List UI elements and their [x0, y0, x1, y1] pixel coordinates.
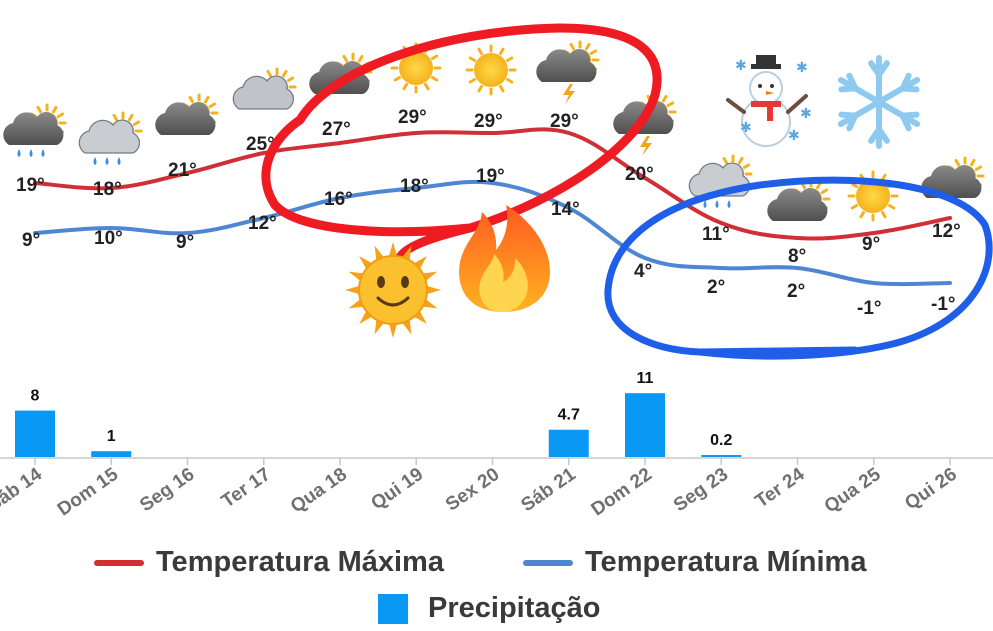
max-temperature-line	[33, 127, 952, 241]
legend-precip-swatch	[378, 593, 408, 624]
precipitation-value-label: 1	[107, 428, 116, 445]
precipitation-value-label: 11	[637, 370, 654, 387]
legend-precip-label: Precipitação	[428, 592, 601, 624]
red-circle-hot-days	[261, 23, 662, 267]
max-temp-label: 9°	[862, 234, 880, 255]
partly-cloudy-icon	[767, 179, 831, 221]
legend-precipitation: Precipitação	[378, 592, 600, 625]
rain-cloud-icon	[3, 103, 67, 157]
x-tick-label: Dom 22	[588, 464, 656, 521]
rain-cloud-icon	[78, 111, 143, 165]
max-temp-label: 21°	[168, 160, 197, 181]
blue-circle-cold-days	[604, 176, 993, 360]
cloud-icon	[155, 93, 219, 135]
max-temp-label: 20°	[625, 164, 654, 185]
min-temp-label: 14°	[551, 199, 580, 220]
max-temp-label: 29°	[474, 111, 503, 132]
weather-icons	[3, 40, 985, 222]
max-temp-label: 29°	[550, 111, 579, 132]
snowman-emoji: ✱ ✱✱✱✱	[726, 55, 812, 147]
x-tick-label: Sáb 21	[517, 464, 580, 517]
min-temp-label: 16°	[324, 189, 353, 210]
max-temp-label: 11°	[702, 224, 730, 245]
precipitation-bar	[548, 429, 589, 457]
min-temp-label: 9°	[176, 232, 194, 253]
precipitation-value-label: 0.2	[710, 432, 732, 449]
svg-text:✱: ✱	[788, 128, 800, 144]
max-temp-label: 27°	[322, 119, 351, 140]
precipitation-value-label: 4.7	[558, 407, 580, 424]
x-tick-label: Qua 18	[287, 464, 351, 518]
snowflake-emoji	[837, 55, 921, 149]
smiling-sun-emoji	[345, 242, 441, 338]
thunder-cloud-icon	[536, 40, 600, 104]
max-temp-label: 18°	[93, 179, 122, 200]
x-tick-label: Qui 26	[901, 464, 961, 515]
legend-min-temperature: Temperatura Mínima	[523, 546, 866, 579]
precipitation-bar	[701, 455, 742, 457]
legend-max-temperature: Temperatura Máxima	[94, 546, 444, 579]
legend-min-swatch	[523, 559, 573, 566]
min-temp-label: 2°	[787, 281, 805, 302]
precipitation-value-label: 8	[31, 388, 40, 405]
sun-icon	[465, 44, 517, 96]
max-temp-label: 8°	[788, 246, 806, 267]
x-tick-label: Sáb 14	[0, 464, 46, 517]
annotations: ✱ ✱✱✱✱	[261, 23, 993, 360]
partly-cloudy-icon	[232, 67, 297, 110]
legend-max-swatch	[94, 559, 144, 566]
legend-min-label: Temperatura Mínima	[585, 546, 867, 578]
legend-max-label: Temperatura Máxima	[156, 546, 444, 578]
max-temp-label: 12°	[932, 221, 961, 242]
svg-text:✱: ✱	[800, 106, 812, 122]
temperature-lines	[33, 127, 952, 287]
min-temp-label: 4°	[634, 261, 652, 282]
x-axis: Sáb 14 Dom 15 Seg 16 Ter 17 Qua 18 Qui 19 Sex …	[0, 457, 993, 521]
min-temp-label: 10°	[94, 228, 123, 249]
x-tick-label: Seg 23	[670, 464, 732, 516]
x-tick-label: Sex 20	[442, 464, 503, 516]
fire-emoji	[459, 205, 550, 312]
min-temp-label: -1°	[857, 298, 882, 319]
svg-text:✱: ✱	[735, 58, 747, 74]
max-temp-label: 19°	[16, 175, 45, 196]
precipitation-bar	[91, 451, 132, 457]
temperature-labels: 19° 18°21°25°27°29° 29° 29°20°11°8°9°12°9° 1…	[16, 107, 961, 319]
svg-text:✱: ✱	[740, 120, 752, 136]
min-temperature-line	[33, 179, 952, 287]
x-tick-label: Qui 19	[367, 464, 427, 515]
precipitation-bars: 8 1 4.7 11 0.2	[15, 370, 742, 457]
min-temp-label: -1°	[931, 294, 956, 315]
x-tick-label: Ter 17	[218, 464, 275, 513]
x-tick-label: Ter 24	[752, 464, 809, 513]
x-tick-label: Qua 25	[821, 464, 885, 518]
precipitation-bar	[15, 410, 55, 457]
min-temp-label: 9°	[22, 230, 40, 251]
min-temp-label: 12°	[248, 213, 277, 234]
max-temp-label: 29°	[398, 107, 427, 128]
min-temp-label: 2°	[707, 277, 725, 298]
min-temp-label: 19°	[476, 166, 505, 187]
precipitation-bar	[625, 393, 665, 457]
x-tick-label: Dom 15	[54, 464, 123, 521]
x-tick-label: Seg 16	[136, 464, 198, 516]
min-temp-label: 18°	[400, 176, 429, 197]
svg-text:✱: ✱	[796, 60, 808, 76]
